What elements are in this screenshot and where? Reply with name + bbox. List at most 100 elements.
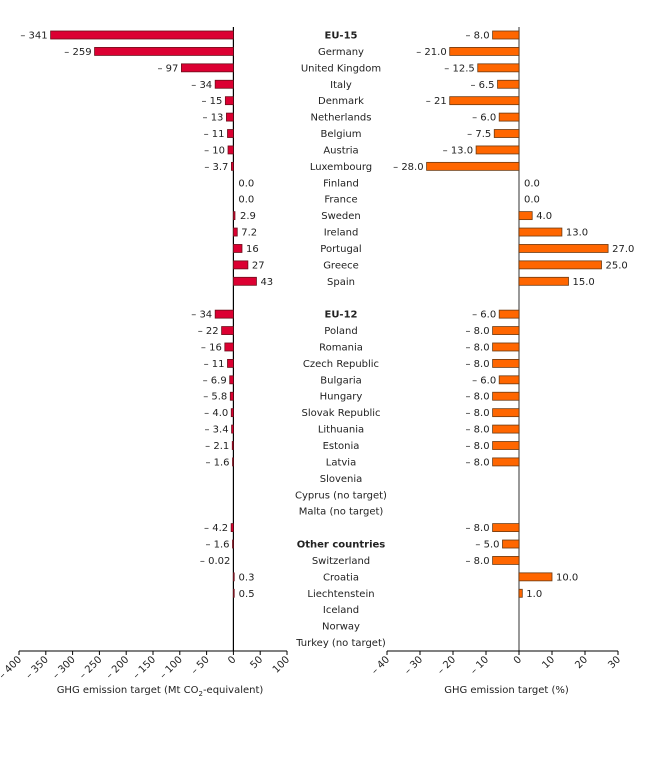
x-tick-label: 20: [573, 654, 590, 671]
bar: [221, 326, 234, 335]
value-label: – 12.5: [444, 63, 474, 74]
value-label: – 34: [191, 310, 212, 321]
value-label: – 21.0: [416, 47, 446, 58]
value-label: – 8.0: [466, 392, 490, 403]
bar: [426, 161, 520, 171]
value-label: – 0.02: [200, 556, 230, 567]
value-label: – 28.0: [393, 162, 423, 173]
value-label: – 21: [426, 96, 447, 107]
category-label: Latvia: [326, 457, 356, 468]
bar: [492, 523, 520, 532]
value-label: – 8.0: [466, 359, 490, 370]
bar: [498, 375, 520, 385]
group-label: EU-12: [324, 310, 357, 321]
value-label: – 8.0: [466, 523, 490, 534]
category-label: Poland: [324, 326, 357, 337]
x-tick-label: 30: [606, 654, 623, 671]
value-label: – 8.0: [466, 457, 490, 468]
x-tick-label: – 30: [403, 654, 426, 677]
value-label: – 6.0: [472, 310, 496, 321]
bar: [227, 145, 234, 155]
bar: [492, 391, 520, 401]
bar: [518, 211, 533, 221]
category-label: Bulgaria: [320, 375, 361, 386]
category-label: Portugal: [320, 244, 361, 255]
value-label: – 7.5: [467, 129, 491, 140]
x-tick-label: – 150: [131, 654, 158, 681]
category-label: Liechtenstein: [307, 589, 374, 600]
bar: [477, 63, 520, 73]
bar: [492, 358, 520, 368]
category-label: Spain: [327, 277, 355, 288]
bar: [230, 408, 234, 418]
bar: [498, 309, 520, 319]
bar: [497, 79, 520, 89]
category-label: Greece: [323, 260, 359, 271]
category-label: Iceland: [323, 605, 359, 616]
bar: [518, 244, 609, 253]
bar: [231, 424, 234, 434]
bar: [492, 556, 520, 565]
x-tick-label: 0: [512, 654, 524, 666]
x-tick-label: – 20: [436, 654, 459, 677]
category-label: Romania: [319, 342, 363, 353]
value-label: – 11: [204, 359, 225, 370]
bar: [227, 129, 234, 138]
bar: [232, 457, 234, 467]
bar: [232, 244, 243, 253]
value-label: 13.0: [566, 228, 588, 239]
x-tick-label: – 50: [189, 654, 212, 677]
category-label: Ireland: [324, 228, 359, 239]
value-label: 2.9: [240, 211, 256, 222]
bar: [232, 276, 257, 286]
category-label: Estonia: [323, 441, 360, 452]
value-label: 0.0: [524, 178, 540, 189]
value-label: – 8.0: [466, 441, 490, 452]
x-tick-label: – 200: [104, 654, 131, 681]
bar: [449, 47, 520, 56]
x-tick-label: – 100: [158, 654, 185, 681]
value-label: – 4.2: [204, 523, 228, 534]
bar: [229, 391, 234, 401]
value-label: – 8.0: [466, 31, 490, 42]
category-label: Sweden: [321, 211, 361, 222]
category-label: Turkey (no target): [295, 638, 386, 649]
category-label: Switzerland: [312, 556, 370, 567]
value-label: – 13.0: [443, 145, 473, 156]
bar: [214, 309, 234, 319]
x-tick-label: – 300: [51, 654, 78, 681]
category-label: United Kingdom: [301, 63, 381, 74]
category-label: Belgium: [321, 129, 362, 140]
value-label: – 15: [201, 96, 222, 107]
bar: [232, 260, 249, 270]
value-label: 1.0: [526, 589, 542, 600]
category-label: Finland: [323, 178, 359, 189]
value-label: – 13: [203, 113, 224, 124]
value-label: 4.0: [536, 211, 552, 222]
value-label: 15.0: [573, 277, 595, 288]
x-tick-label: 100: [271, 654, 292, 675]
value-label: – 11: [204, 129, 225, 140]
bar: [492, 342, 520, 352]
value-label: 0.0: [524, 195, 540, 206]
category-label: Italy: [330, 80, 352, 91]
value-label: – 5.8: [203, 392, 227, 403]
bar: [232, 211, 236, 221]
bar: [232, 572, 235, 582]
bar: [475, 145, 520, 155]
value-label: – 259: [64, 47, 91, 58]
value-label: – 6.0: [472, 375, 496, 386]
value-label: – 97: [158, 63, 179, 74]
bar: [449, 96, 520, 106]
value-label: – 22: [198, 326, 219, 337]
bar: [232, 588, 235, 598]
value-label: – 4.0: [204, 408, 228, 419]
bar: [231, 441, 234, 450]
category-label: France: [324, 195, 357, 206]
value-label: – 34: [191, 80, 212, 91]
bar: [518, 260, 602, 270]
category-label: Norway: [322, 622, 360, 633]
value-label: 10.0: [556, 572, 578, 583]
bar: [227, 358, 234, 368]
